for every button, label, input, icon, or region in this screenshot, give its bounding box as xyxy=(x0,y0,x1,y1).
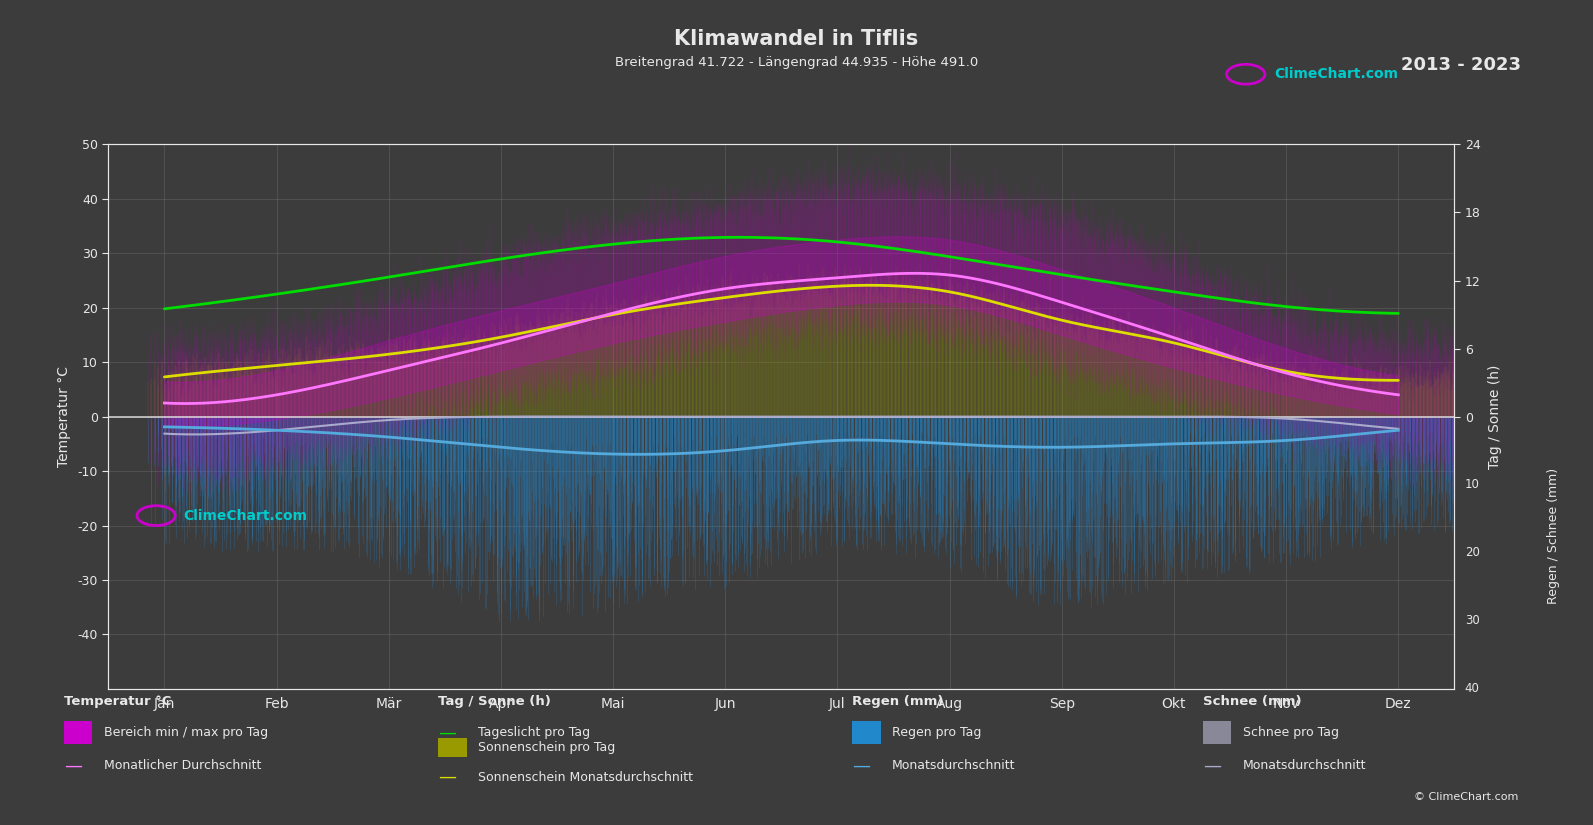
Text: Regen pro Tag: Regen pro Tag xyxy=(892,726,981,739)
Text: —: — xyxy=(852,757,870,775)
Text: ClimeChart.com: ClimeChart.com xyxy=(1274,68,1399,82)
Text: Tageslicht pro Tag: Tageslicht pro Tag xyxy=(478,726,589,739)
Text: Temperatur °C: Temperatur °C xyxy=(64,695,170,709)
Y-axis label: Tag / Sonne (h): Tag / Sonne (h) xyxy=(1488,365,1502,469)
Text: Klimawandel in Tiflis: Klimawandel in Tiflis xyxy=(674,29,919,49)
Text: Regen / Schnee (mm): Regen / Schnee (mm) xyxy=(1547,469,1560,604)
Text: —: — xyxy=(438,724,456,742)
Text: Monatsdurchschnitt: Monatsdurchschnitt xyxy=(1243,759,1367,772)
Text: Sonnenschein Monatsdurchschnitt: Sonnenschein Monatsdurchschnitt xyxy=(478,771,693,784)
Text: Bereich min / max pro Tag: Bereich min / max pro Tag xyxy=(104,726,268,739)
Text: Tag / Sonne (h): Tag / Sonne (h) xyxy=(438,695,551,709)
Text: Breitengrad 41.722 - Längengrad 44.935 - Höhe 491.0: Breitengrad 41.722 - Längengrad 44.935 -… xyxy=(615,56,978,69)
Text: Monatsdurchschnitt: Monatsdurchschnitt xyxy=(892,759,1016,772)
Text: © ClimeChart.com: © ClimeChart.com xyxy=(1413,792,1518,802)
Text: Schnee pro Tag: Schnee pro Tag xyxy=(1243,726,1338,739)
Text: ClimeChart.com: ClimeChart.com xyxy=(183,509,307,523)
Text: 30: 30 xyxy=(1466,615,1480,627)
Text: Sonnenschein pro Tag: Sonnenschein pro Tag xyxy=(478,741,615,754)
Text: Monatlicher Durchschnitt: Monatlicher Durchschnitt xyxy=(104,759,261,772)
Text: —: — xyxy=(438,768,456,786)
Text: —: — xyxy=(64,757,81,775)
Text: 10: 10 xyxy=(1466,478,1480,491)
Text: 40: 40 xyxy=(1466,682,1480,695)
Text: —: — xyxy=(1203,757,1220,775)
Text: 20: 20 xyxy=(1466,546,1480,559)
Text: 2013 - 2023: 2013 - 2023 xyxy=(1402,56,1521,74)
Text: Schnee (mm): Schnee (mm) xyxy=(1203,695,1301,709)
Y-axis label: Temperatur °C: Temperatur °C xyxy=(57,366,70,467)
Text: Regen (mm): Regen (mm) xyxy=(852,695,943,709)
